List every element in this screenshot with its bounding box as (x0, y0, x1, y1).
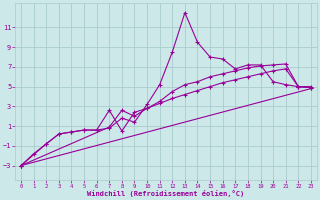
X-axis label: Windchill (Refroidissement éolien,°C): Windchill (Refroidissement éolien,°C) (87, 190, 244, 197)
